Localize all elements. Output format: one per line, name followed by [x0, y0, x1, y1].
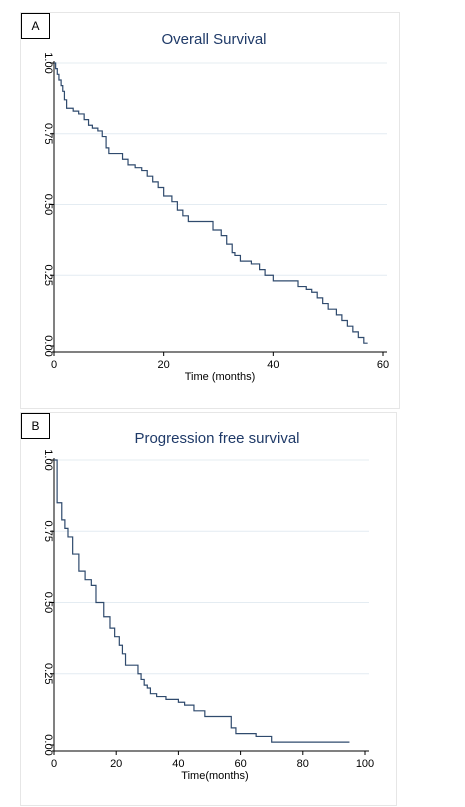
chart-b-title: Progression free survival: [134, 430, 299, 447]
chart-a-ytick-label: 0.75: [42, 123, 54, 144]
chart-b-ytick-label: 0.25: [42, 663, 54, 684]
chart-a-svg: Overall Survival 0.00 0.25 0.50 0.75 1.00 0 20 4…: [42, 31, 389, 383]
chart-b-ytick-label: 0.75: [42, 521, 54, 542]
chart-a-xlabel: Time (months): [185, 371, 256, 383]
chart-a-ytick-label: 0.25: [42, 265, 54, 286]
panel-label-a: A: [21, 13, 50, 39]
chart-b-svg: Progression free survival 0.00 0.25 0.50 0.7…: [42, 430, 374, 782]
chart-a-series-line: [54, 62, 368, 344]
chart-b-ytick-label: 0.50: [42, 592, 54, 613]
chart-a-xtick-label: 40: [267, 359, 279, 371]
chart-a-ytick-label: 0.00: [42, 335, 54, 356]
chart-b-xtick-label: 20: [110, 758, 122, 770]
chart-a-ytick-label: 1.00: [42, 52, 54, 73]
chart-b-xtick-label: 60: [234, 758, 246, 770]
chart-b-xtick-label: 100: [356, 758, 374, 770]
chart-a-xtick-label: 60: [377, 359, 389, 371]
chart-b-xtick-label: 80: [297, 758, 309, 770]
chart-b-xtick-label: 0: [51, 758, 57, 770]
chart-b-ytick-label: 0.00: [42, 734, 54, 755]
chart-b-ytick-label: 1.00: [42, 449, 54, 470]
chart-a-xtick-label: 0: [51, 359, 57, 371]
chart-a-xtick-label: 20: [158, 359, 170, 371]
chart-panel-b: Progression free survival 0.00 0.25 0.50 0.7…: [20, 412, 397, 806]
chart-b-xlabel: Time(months): [181, 770, 248, 782]
chart-b-series-line: [54, 459, 350, 743]
chart-a-ytick-label: 0.50: [42, 194, 54, 215]
chart-a-title: Overall Survival: [161, 31, 266, 48]
chart-b-xtick-label: 40: [172, 758, 184, 770]
panel-label-b: B: [21, 413, 50, 439]
chart-panel-a: Overall Survival 0.00 0.25 0.50 0.75 1.00 0 20 4…: [20, 12, 400, 409]
